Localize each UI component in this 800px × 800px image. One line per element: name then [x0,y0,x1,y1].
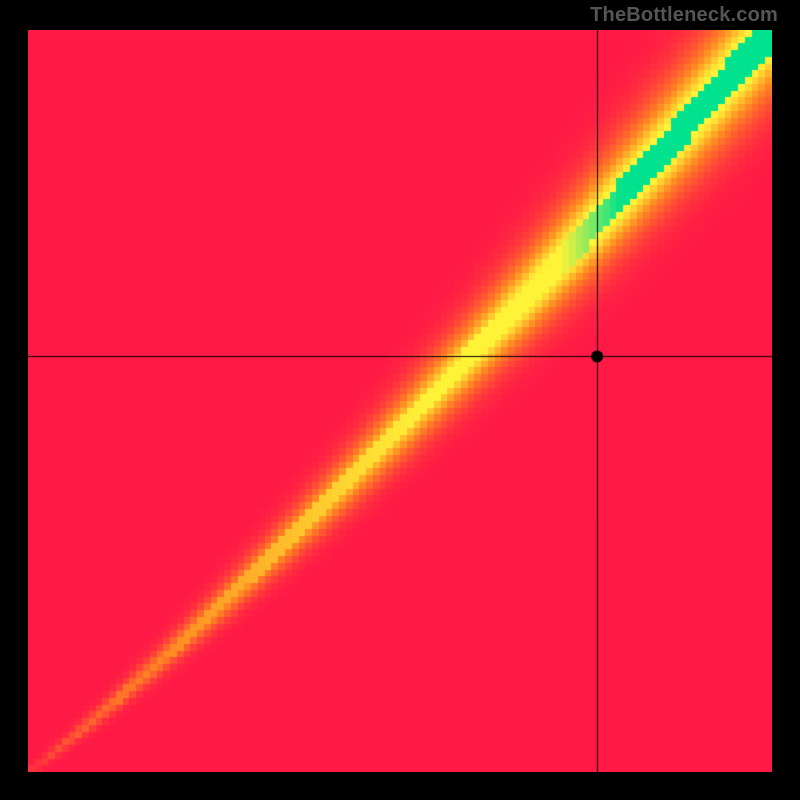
watermark-text: TheBottleneck.com [590,4,778,27]
plot-area [28,30,772,772]
heatmap-canvas [28,30,772,772]
chart-frame: TheBottleneck.com [0,0,800,800]
